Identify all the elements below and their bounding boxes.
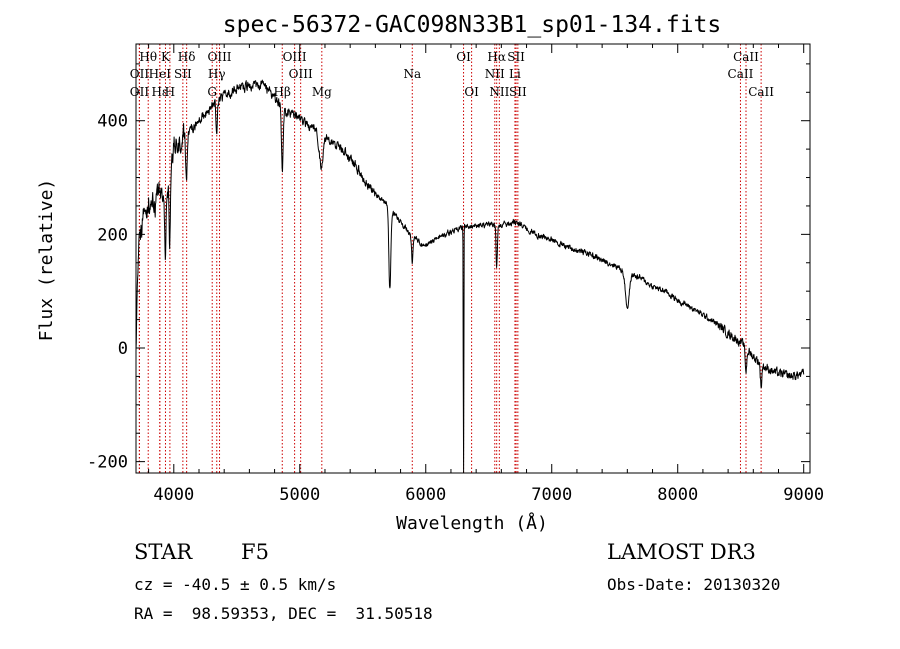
spectral-line-label: NII xyxy=(489,85,509,99)
axis-ticks: 4000 5000 6000 7000 8000 9000 -200 0 200 400 xyxy=(87,44,824,505)
spectral-line-label: OIII xyxy=(289,67,313,81)
chart-title: spec-56372-GAC098N33B1_sp01-134.fits xyxy=(223,12,722,38)
spectral-line-label: CaII xyxy=(748,85,774,99)
y-axis-title: Flux (relative) xyxy=(36,179,57,342)
x-tick-label: 9000 xyxy=(783,485,824,505)
y-tick-label: 400 xyxy=(97,112,128,132)
x-tick-label: 7000 xyxy=(531,485,572,505)
object-subclass: F5 xyxy=(241,540,269,564)
coordinates-text: RA = 98.59353, DEC = 31.50518 xyxy=(134,604,433,623)
spectral-line-label: SII xyxy=(174,67,192,81)
spectral-line-label: SII xyxy=(509,85,527,99)
spectral-line-label: OIII xyxy=(283,50,307,64)
spectral-line-label: Hε xyxy=(151,85,168,99)
spectral-line-label: H xyxy=(165,85,175,99)
spectral-line-label: Hθ xyxy=(139,50,157,64)
spectral-line-label: OII xyxy=(130,67,150,81)
spectral-line-label: OIII xyxy=(207,50,231,64)
spectral-line-label: SII xyxy=(507,50,525,64)
spectral-line-label: OI xyxy=(456,50,471,64)
x-axis-title: Wavelength (Å) xyxy=(396,512,548,534)
spectral-line-label: Hδ xyxy=(178,50,196,64)
x-tick-label: 6000 xyxy=(405,485,446,505)
spectrum-series-line xyxy=(135,79,805,474)
spectral-line-label: G xyxy=(207,85,217,99)
y-tick-label: 200 xyxy=(97,225,128,245)
redshift-text: cz = -40.5 ± 0.5 km/s xyxy=(134,575,337,594)
spectral-line-label: OI xyxy=(464,85,479,99)
spectral-line-label: K xyxy=(161,50,171,64)
spectral-line-label: Hγ xyxy=(208,67,226,81)
spectral-line-label: CaII xyxy=(728,67,754,81)
x-tick-label: 8000 xyxy=(657,485,698,505)
series-layer xyxy=(135,79,805,474)
survey-name: LAMOST DR3 xyxy=(607,540,756,564)
spectral-line-markers xyxy=(138,44,762,473)
spectral-line-label: HeI xyxy=(149,67,172,81)
spectral-line-label: Hα xyxy=(487,50,506,64)
object-class: STAR xyxy=(134,540,193,564)
spectral-line-label: Li xyxy=(509,67,521,81)
spectral-line-label: Na xyxy=(403,67,421,81)
x-tick-label: 5000 xyxy=(279,485,320,505)
spectral-line-label: CaII xyxy=(733,50,759,64)
spectral-line-label: NII xyxy=(485,67,505,81)
spectral-line-label: Hβ xyxy=(274,85,291,99)
y-tick-label: 0 xyxy=(118,339,128,359)
plot-frame xyxy=(135,43,811,474)
observation-date: Obs-Date: 20130320 xyxy=(607,575,781,594)
x-tick-label: 4000 xyxy=(153,485,194,505)
y-tick-label: -200 xyxy=(87,453,128,473)
spectral-line-label: Mg xyxy=(312,85,332,99)
